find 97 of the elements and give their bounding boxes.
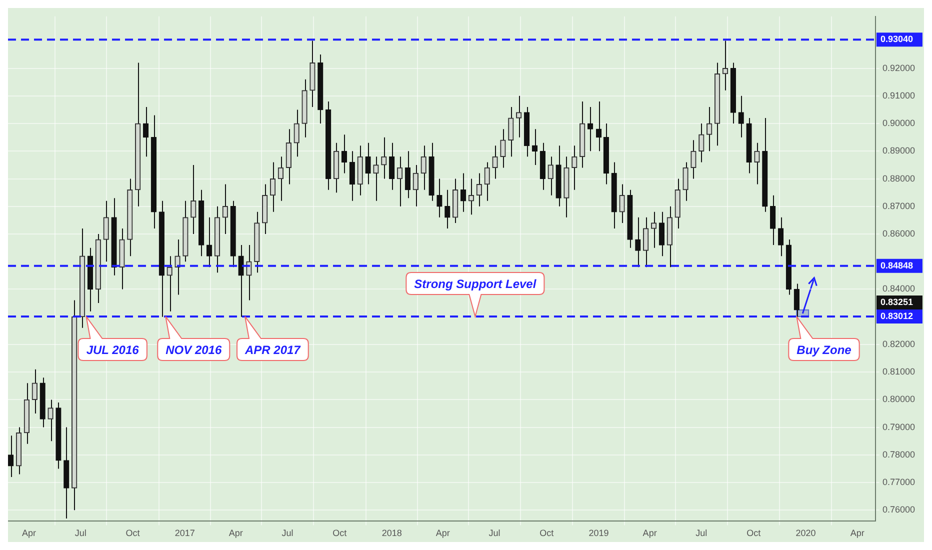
candlestick <box>404 150 411 199</box>
x-tick-label: Oct <box>540 528 554 538</box>
y-tick-label: 0.82000 <box>882 338 916 349</box>
x-tick-label: Oct <box>332 528 348 538</box>
candlestick <box>587 106 594 152</box>
candlestick <box>190 164 196 235</box>
candlestick <box>166 256 172 312</box>
candlestick <box>690 140 696 180</box>
x-tick-label: Apr <box>642 528 657 538</box>
ref-line-label: 0.93040 <box>880 34 914 44</box>
candlestick <box>682 162 688 202</box>
candlestick <box>460 172 466 212</box>
candlestick <box>389 142 395 190</box>
y-tick-label: 0.92000 <box>882 62 916 73</box>
candlestick <box>396 156 403 207</box>
candlestick <box>548 156 554 196</box>
candlestick <box>270 162 276 212</box>
candlestick <box>103 200 109 262</box>
candlestick <box>8 435 14 478</box>
x-tick-label: 2018 <box>382 528 402 538</box>
candlestick <box>770 194 776 246</box>
candlestick <box>706 106 712 152</box>
candlestick <box>484 162 490 202</box>
y-tick-label: 0.90000 <box>882 118 916 128</box>
candlestick <box>349 150 355 202</box>
candlestick <box>412 164 418 207</box>
candlestick <box>381 136 387 180</box>
x-tick-label: 2019 <box>588 528 609 538</box>
x-tick-label: Apr <box>850 528 864 538</box>
candlestick <box>468 178 474 216</box>
candlestick <box>48 399 54 442</box>
x-tick-label: Oct <box>746 528 762 538</box>
y-tick-label: 0.78000 <box>882 449 916 460</box>
candlestick <box>142 106 149 158</box>
candlestick <box>516 95 522 138</box>
annotation: Strong Support Level <box>414 276 536 291</box>
candlestick <box>32 368 38 414</box>
x-tick-label: Jul <box>488 528 500 538</box>
x-tick-label: Jul <box>696 528 708 538</box>
candlestick <box>532 128 538 166</box>
candlestick <box>278 156 284 202</box>
y-tick-label: 0.77000 <box>882 477 916 488</box>
annotation: NOV 2016 <box>166 342 222 357</box>
y-tick-label: 0.89000 <box>882 146 916 156</box>
candlestick <box>658 211 665 257</box>
x-tick-label: 2017 <box>174 528 195 538</box>
x-tick-label: Jul <box>282 528 294 538</box>
y-tick-label: 0.80000 <box>882 394 916 404</box>
y-tick-label: 0.88000 <box>882 173 916 184</box>
candlestick <box>222 184 228 235</box>
candlestick <box>341 134 348 174</box>
candlestick <box>246 244 252 301</box>
y-tick-label: 0.86000 <box>882 228 916 238</box>
candlestick <box>650 211 657 248</box>
candlestick <box>643 216 649 268</box>
candlestick <box>596 100 602 152</box>
y-tick-label: 0.84000 <box>882 284 916 294</box>
candlestick <box>294 109 300 158</box>
candlestick <box>174 239 180 296</box>
y-tick-label: 0.76000 <box>882 504 916 515</box>
candlestick <box>722 40 728 91</box>
ref-line-label: 0.84848 <box>880 260 914 270</box>
candlestick <box>635 216 641 268</box>
annotation: APR 2017 <box>244 342 300 357</box>
y-tick-label: 0.79000 <box>882 422 916 432</box>
candlestick <box>365 142 371 185</box>
x-tick-label: Apr <box>228 528 243 538</box>
x-tick-label: Oct <box>126 528 140 538</box>
candlestick <box>286 128 292 185</box>
candlestick <box>476 172 482 207</box>
candlestick <box>492 145 498 180</box>
x-tick-label: 2020 <box>796 528 816 538</box>
candlestick <box>698 123 704 163</box>
candlestick <box>436 178 442 218</box>
candlestick <box>444 189 450 229</box>
text: 0.83251 <box>880 297 914 308</box>
candlestick <box>500 128 506 168</box>
candlestick <box>794 283 800 318</box>
candlestick <box>778 216 784 257</box>
x-tick-label: Jul <box>74 528 86 538</box>
candlestick <box>206 216 212 268</box>
candlestick <box>619 184 625 224</box>
annotation: Buy Zone <box>796 342 852 357</box>
ref-line-label: 0.83012 <box>880 311 914 322</box>
x-tick-label: Apr <box>22 528 36 538</box>
candlestick <box>738 95 744 138</box>
candlestick <box>420 145 426 190</box>
candlestick <box>373 156 379 202</box>
y-tick-label: 0.87000 <box>882 200 916 211</box>
x-tick-label: Apr <box>436 528 450 538</box>
y-tick-label: 0.91000 <box>882 90 916 100</box>
candlestick <box>572 145 578 190</box>
y-tick-label: 0.81000 <box>882 366 916 377</box>
candlestick <box>508 106 514 158</box>
candlestick <box>238 244 244 318</box>
annotation: JUL 2016 <box>86 342 139 357</box>
candlestick <box>754 142 760 185</box>
